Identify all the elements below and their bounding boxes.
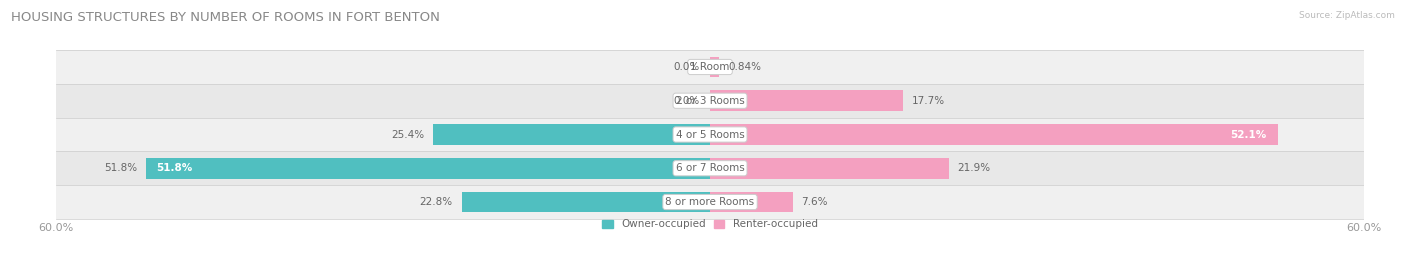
- Text: 51.8%: 51.8%: [156, 163, 193, 173]
- Bar: [56, 118, 1364, 151]
- Text: 4 or 5 Rooms: 4 or 5 Rooms: [676, 129, 744, 140]
- Text: 0.0%: 0.0%: [673, 62, 699, 72]
- Text: 0.0%: 0.0%: [673, 96, 699, 106]
- Legend: Owner-occupied, Renter-occupied: Owner-occupied, Renter-occupied: [602, 219, 818, 229]
- Text: HOUSING STRUCTURES BY NUMBER OF ROOMS IN FORT BENTON: HOUSING STRUCTURES BY NUMBER OF ROOMS IN…: [11, 11, 440, 24]
- Bar: [710, 56, 720, 77]
- Bar: [710, 158, 949, 179]
- Text: 25.4%: 25.4%: [391, 129, 425, 140]
- Text: 21.9%: 21.9%: [957, 163, 990, 173]
- Bar: [433, 124, 710, 145]
- Bar: [710, 90, 903, 111]
- Bar: [710, 124, 1278, 145]
- Bar: [56, 185, 1364, 219]
- Text: 6 or 7 Rooms: 6 or 7 Rooms: [676, 163, 744, 173]
- Text: 22.8%: 22.8%: [420, 197, 453, 207]
- Bar: [56, 151, 1364, 185]
- Text: 7.6%: 7.6%: [801, 197, 828, 207]
- Text: 0.84%: 0.84%: [728, 62, 761, 72]
- Text: Source: ZipAtlas.com: Source: ZipAtlas.com: [1299, 11, 1395, 20]
- Bar: [710, 192, 793, 213]
- Bar: [56, 84, 1364, 118]
- Text: 52.1%: 52.1%: [1230, 129, 1267, 140]
- Bar: [146, 158, 710, 179]
- Text: 17.7%: 17.7%: [911, 96, 945, 106]
- Bar: [461, 192, 710, 213]
- Bar: [56, 50, 1364, 84]
- Text: 2 or 3 Rooms: 2 or 3 Rooms: [676, 96, 744, 106]
- Text: 1 Room: 1 Room: [690, 62, 730, 72]
- Text: 51.8%: 51.8%: [104, 163, 136, 173]
- Text: 8 or more Rooms: 8 or more Rooms: [665, 197, 755, 207]
